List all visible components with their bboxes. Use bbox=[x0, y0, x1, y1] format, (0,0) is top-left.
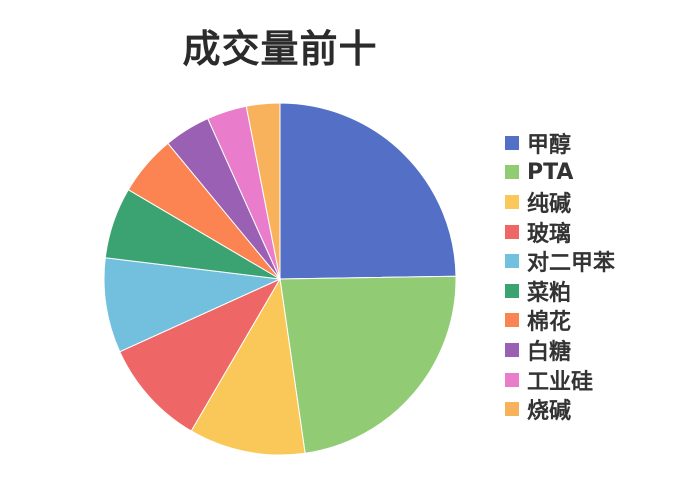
legend-item-9[interactable]: 烧碱 bbox=[505, 394, 615, 424]
legend: 甲醇 PTA 纯碱玻璃对二甲苯菜粕棉花白糖工业硅烧碱 bbox=[505, 128, 615, 424]
legend-item-1[interactable]: PTA bbox=[505, 158, 615, 188]
pie-slice-4[interactable] bbox=[103, 257, 282, 353]
legend-swatch bbox=[505, 313, 519, 328]
legend-swatch bbox=[505, 254, 519, 269]
legend-item-5[interactable]: 菜粕 bbox=[505, 276, 615, 306]
legend-label: 菜粕 bbox=[527, 280, 572, 306]
legend-item-4[interactable]: 对二甲苯 bbox=[505, 246, 615, 276]
legend-item-7[interactable]: 白糖 bbox=[505, 335, 615, 365]
legend-item-8[interactable]: 工业硅 bbox=[505, 365, 615, 395]
pie-slice-9[interactable] bbox=[245, 102, 281, 280]
legend-label: 玻璃 bbox=[527, 221, 572, 247]
legend-label: 烧碱 bbox=[527, 399, 572, 425]
legend-swatch bbox=[505, 283, 519, 298]
legend-label: 工业硅 bbox=[527, 369, 594, 395]
pie-slice-2[interactable] bbox=[190, 277, 306, 456]
legend-label: 棉花 bbox=[527, 310, 572, 336]
legend-label: 纯碱 bbox=[527, 191, 572, 217]
legend-swatch bbox=[505, 194, 519, 209]
legend-swatch bbox=[505, 224, 519, 239]
legend-swatch bbox=[505, 372, 519, 387]
legend-swatch bbox=[505, 342, 519, 357]
legend-item-0[interactable]: 甲醇 bbox=[505, 128, 615, 158]
legend-label: 对二甲苯 bbox=[527, 251, 616, 277]
pie-slice-0[interactable] bbox=[279, 102, 457, 280]
legend-item-2[interactable]: 纯碱 bbox=[505, 187, 615, 217]
legend-label: PTA bbox=[527, 159, 574, 185]
legend-item-6[interactable]: 棉花 bbox=[505, 306, 615, 336]
legend-swatch bbox=[505, 402, 519, 417]
legend-swatch bbox=[505, 165, 519, 180]
legend-label: 甲醇 bbox=[527, 132, 572, 158]
legend-swatch bbox=[505, 135, 519, 150]
pie-slices bbox=[103, 102, 457, 456]
chart-title: 成交量前十 bbox=[182, 27, 378, 71]
pie-slice-1[interactable] bbox=[279, 275, 457, 454]
legend-label: 白糖 bbox=[527, 339, 572, 365]
pie-slice-3[interactable] bbox=[119, 277, 282, 432]
legend-item-3[interactable]: 玻璃 bbox=[505, 217, 615, 247]
